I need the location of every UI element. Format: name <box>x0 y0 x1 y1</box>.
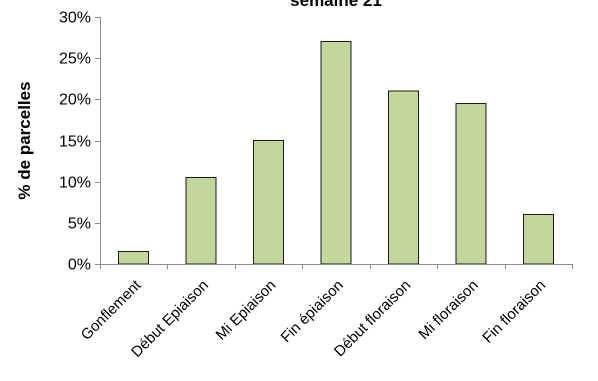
bars <box>118 41 554 265</box>
x-tick-label: Fin floraison <box>479 277 549 347</box>
y-tick-label: 30% <box>59 10 91 27</box>
x-tick-label: Mi floraison <box>415 277 481 343</box>
bar-2 <box>185 177 217 265</box>
bar-1 <box>118 251 150 265</box>
y-tick-label: 25% <box>59 51 91 68</box>
x-tick-label: Gonflement <box>78 276 145 343</box>
bar-4 <box>320 41 352 265</box>
y-axis-label: % de parcelles <box>15 81 34 199</box>
y-axis-ticks: 0% 5% 10% 15% 20% 25% 30% <box>59 10 100 274</box>
bar-6 <box>455 102 487 265</box>
y-tick-label: 0% <box>68 257 91 274</box>
y-tick-label: 15% <box>59 134 91 151</box>
x-tick-label: Fin épiaison <box>278 277 347 346</box>
y-tick-label: 10% <box>59 175 91 192</box>
y-tick-label: 20% <box>59 92 91 109</box>
bar-7 <box>522 214 554 265</box>
chart-title: semaine 21 <box>290 0 382 10</box>
axes <box>100 17 572 265</box>
bar-5 <box>387 90 419 265</box>
bar-3 <box>253 140 285 265</box>
y-tick-label: 5% <box>68 216 91 233</box>
x-tick-label: Mi Epiaison <box>213 277 280 344</box>
